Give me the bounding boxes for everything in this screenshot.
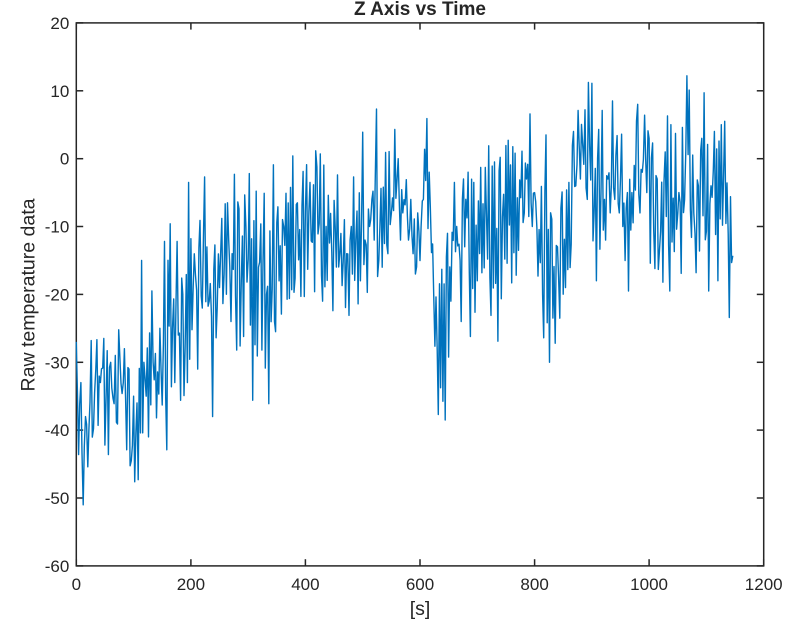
- svg-text:Z Axis vs Time: Z Axis vs Time: [354, 0, 486, 20]
- svg-text:10: 10: [50, 82, 69, 101]
- svg-text:800: 800: [520, 575, 548, 594]
- svg-text:[s]: [s]: [410, 598, 431, 620]
- svg-text:-30: -30: [45, 353, 70, 372]
- svg-text:-60: -60: [45, 557, 70, 576]
- svg-text:600: 600: [406, 575, 434, 594]
- svg-text:400: 400: [291, 575, 319, 594]
- svg-text:1000: 1000: [630, 575, 668, 594]
- svg-text:0: 0: [60, 150, 69, 169]
- svg-text:200: 200: [177, 575, 205, 594]
- svg-text:20: 20: [50, 14, 69, 33]
- svg-text:-40: -40: [45, 421, 70, 440]
- svg-text:1200: 1200: [745, 575, 783, 594]
- svg-text:-10: -10: [45, 218, 70, 237]
- svg-text:Raw temperature data: Raw temperature data: [17, 198, 39, 391]
- svg-text:-20: -20: [45, 285, 70, 304]
- svg-text:-50: -50: [45, 489, 70, 508]
- svg-text:0: 0: [72, 575, 81, 594]
